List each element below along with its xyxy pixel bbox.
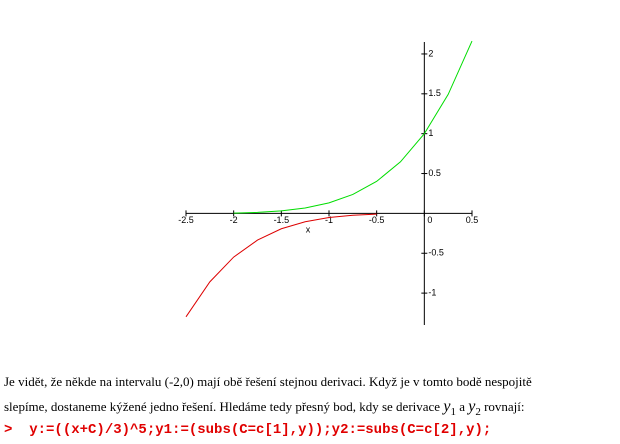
curve bbox=[185, 213, 377, 318]
x-tick-label: 0 bbox=[427, 215, 432, 225]
y-tick-label: 2 bbox=[428, 48, 433, 58]
x-tick-label: -0.5 bbox=[369, 215, 385, 225]
subscript: 1 bbox=[450, 406, 456, 418]
x-axis-label: x bbox=[306, 224, 311, 234]
x-tick-label: -1.5 bbox=[274, 215, 290, 225]
text: rovnají: bbox=[484, 399, 525, 414]
math-var: y bbox=[443, 398, 451, 415]
paragraph-line: Je vidět, že někde na intervalu (-2,0) m… bbox=[4, 374, 532, 389]
x-tick-label: -2 bbox=[230, 215, 238, 225]
command[interactable]: y:=((x+C)/3)^5;y1:=(subs(C=c[1],y));y2:=… bbox=[29, 422, 492, 438]
math-var: y bbox=[468, 398, 476, 415]
y-tick-label: -0.5 bbox=[428, 248, 444, 258]
paragraph-line: slepíme, dostaneme kýžené jedno řešení. … bbox=[4, 398, 525, 418]
chart: x -2.5 -2 -1.5 -1 -0.5 0 0.5 -1 -0.5 0.5 1 1.5 2 bbox=[178, 40, 479, 325]
text: slepíme, dostaneme kýžené jedno řešení. … bbox=[4, 399, 441, 414]
curve bbox=[233, 40, 473, 214]
y-tick-label: 1 bbox=[428, 128, 433, 138]
y-tick-label: 0.5 bbox=[428, 168, 441, 178]
text: a bbox=[459, 399, 465, 414]
x-tick-label: 0.5 bbox=[466, 215, 479, 225]
subscript: 2 bbox=[475, 406, 481, 418]
x-tick-label: -1 bbox=[325, 215, 333, 225]
x-tick-label: -2.5 bbox=[178, 215, 194, 225]
input-line: > y:=((x+C)/3)^5;y1:=(subs(C=c[1],y));y2… bbox=[4, 422, 491, 438]
y-tick-label: -1 bbox=[428, 287, 436, 297]
prompt: > bbox=[4, 422, 13, 438]
y-tick-label: 1.5 bbox=[428, 88, 441, 98]
